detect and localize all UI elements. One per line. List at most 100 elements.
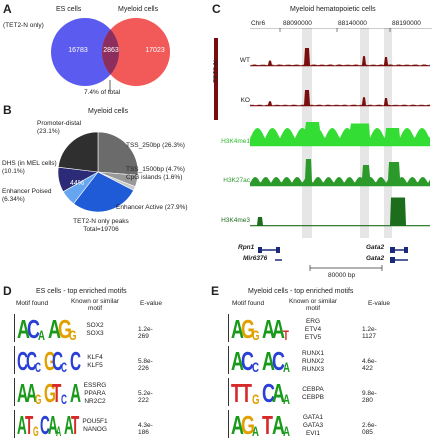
gene-gata2-b: Gata2 — [366, 255, 385, 262]
pie-chart — [57, 131, 139, 213]
motif-letter: A — [262, 314, 275, 344]
motif-known-name: CEBPA — [302, 386, 324, 393]
motif-letter: C — [25, 346, 37, 376]
motif-letter: A — [282, 391, 290, 407]
motif-letter: G — [251, 391, 260, 407]
motif-letter: A — [251, 423, 259, 439]
motif-known-name: CEBPB — [301, 394, 325, 401]
motif-letter: T — [282, 327, 289, 343]
motif-letter: A — [282, 359, 290, 375]
motif-letter: C — [17, 346, 29, 376]
motif-letter: T — [262, 410, 273, 440]
motif-letter: T — [52, 378, 62, 408]
tet2n-bracket — [214, 38, 218, 120]
motif-e-header-motif: Motif found — [232, 300, 265, 307]
track-signal — [250, 159, 430, 186]
venn-percent-note: 7.4% of total — [84, 89, 121, 96]
motif-letter: C — [70, 346, 82, 376]
motif-known-name: POU5F1 — [82, 418, 108, 425]
motif-known-name: RUNX1 — [301, 350, 325, 357]
panel-e-label: E — [211, 284, 220, 298]
motif-evalue: 1.2e-1127 — [362, 326, 377, 340]
motif-e-header-evalue: E-value — [368, 300, 391, 307]
motif-letter: G — [241, 314, 256, 344]
motif-letter: A — [37, 327, 45, 343]
motif-known-name: GATA1 — [302, 414, 324, 421]
motif-letter: A — [70, 378, 82, 408]
motif-evalue: 9.8e-280 — [362, 390, 377, 404]
venn-set1-label: ES cells — [56, 6, 82, 13]
motif-letter: G — [32, 423, 39, 439]
track-label-h3k27ac: H3K27ac — [223, 177, 250, 184]
gene-rpn1: Rpn1 — [238, 244, 255, 251]
motif-letter: C — [251, 359, 259, 375]
track-label-h3k4me1: H3K4me1 — [221, 138, 250, 145]
venn-left-count: 16783 — [68, 47, 88, 54]
motif-known: POU5F1 NANOG — [70, 418, 120, 434]
motif-letter: A — [55, 423, 62, 439]
tet2n-label: TET2-N — [212, 60, 220, 83]
motif-letter: T — [71, 410, 80, 440]
track-label-wt: WT — [239, 57, 250, 64]
motif-known-name: RUNX2 — [301, 358, 325, 365]
pie-title: Myeloid cells — [88, 108, 129, 115]
motif-letter: G — [58, 314, 73, 344]
motif-letter: G — [241, 410, 256, 440]
panel-b-label: B — [3, 103, 12, 117]
venn-right-circle — [102, 18, 170, 86]
motif-letter: A — [272, 378, 286, 408]
pie-slice — [97, 131, 139, 176]
motif-known-name: SOX2 — [86, 322, 104, 329]
motif-letter: G — [43, 346, 56, 376]
motif-letter: A — [17, 410, 27, 440]
motif-letter: C — [272, 346, 286, 376]
motif-letter: A — [17, 378, 29, 408]
venn-right-count: 17023 — [145, 47, 165, 54]
scale-bar-label: 80000 bp — [328, 272, 356, 279]
pie-label-tss250: TSS_250bp (26.3%) — [126, 142, 185, 149]
motif-e-title: Myeloid cells - top enriched motifs — [248, 288, 354, 295]
motif-letter: A — [262, 346, 275, 376]
track-label-ko: KO — [240, 97, 250, 104]
pie-label-promoter-distal: Promoter-distal (23.1%) — [37, 120, 82, 135]
motif-known-name: NR2C2 — [84, 398, 106, 405]
motif-letter: G — [68, 327, 77, 343]
motif-d-header-motif: Motif found — [16, 300, 49, 307]
pie-slice — [57, 131, 99, 173]
motif-known-name: SOX3 — [86, 330, 104, 337]
motif-known-name: ETV4 — [304, 326, 322, 333]
pie-slice — [73, 171, 134, 213]
motif-letter: A — [231, 314, 244, 344]
panel-a-label: A — [3, 2, 12, 16]
tracks-title: Myeloid hematopoietic cells — [290, 6, 376, 13]
pie-label-enhancer-active: Enhancer Active (27.9%) — [116, 204, 188, 211]
venn-diagram — [51, 18, 170, 92]
panel-d-label: D — [3, 284, 12, 298]
motif-letter: C — [61, 359, 68, 375]
motif-known-name: ETV5 — [304, 334, 322, 341]
motif-letter: T — [231, 378, 242, 408]
genome-tracks — [250, 28, 432, 271]
motif-known: KLF4 KLF5 — [70, 354, 120, 370]
motif-evalue: 1.2e-269 — [138, 326, 153, 340]
motif-d-title: ES cells - top enriched motifs — [36, 288, 127, 295]
venn-left-circle — [51, 18, 119, 86]
motif-known-name: KLF5 — [87, 362, 103, 369]
motif-letter: A — [231, 410, 244, 440]
motif-known-name: EVI1 — [305, 430, 321, 437]
motif-letter: A — [63, 410, 74, 440]
motif-known: CEBPA CEBPB — [288, 386, 338, 402]
motif-d-header-known: Known or similar motif — [70, 298, 120, 312]
motif-letter: G — [43, 378, 56, 408]
motif-evalue: 5.2e-222 — [138, 390, 153, 404]
motif-evalue: 4.3e-186 — [138, 422, 153, 436]
coord-3: 88190000 — [392, 20, 421, 27]
pie-center-pct: 44% — [70, 180, 85, 187]
motif-letter: A — [17, 314, 30, 344]
motif-letter: A — [48, 410, 58, 440]
